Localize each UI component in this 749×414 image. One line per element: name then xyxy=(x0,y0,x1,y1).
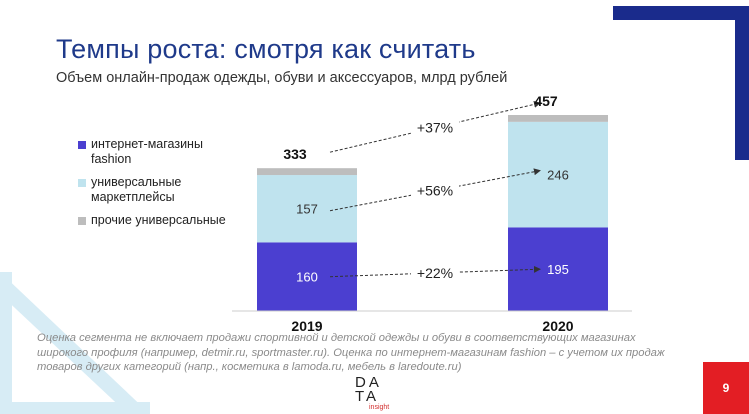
legend-label-fashion: интернет-магазины fashion xyxy=(91,137,203,166)
legend-swatch-fashion xyxy=(78,141,86,149)
bar-segment-2020-2 xyxy=(508,115,608,122)
segment-label-2020-0: 195 xyxy=(547,262,569,277)
segment-label-2019-0: 160 xyxy=(296,270,318,285)
bar-segment-2019-2 xyxy=(257,168,357,176)
growth-arrow-fashion-label: +22% xyxy=(417,265,453,281)
legend-item-fashion: интернет-магазины fashion xyxy=(78,137,231,167)
total-label-2019: 333 xyxy=(283,146,307,162)
segment-label-2020-1: 246 xyxy=(547,168,569,183)
data-insight-logo: DA TA insight xyxy=(355,374,390,411)
total-label-2020: 457 xyxy=(534,93,558,109)
legend-swatch-other xyxy=(78,217,86,225)
category-label-2020: 2020 xyxy=(542,318,573,334)
bar-segment-2020-0 xyxy=(508,227,608,311)
legend-label-other: прочие универсальные xyxy=(91,213,226,227)
footnote: Оценка сегмента не включает продажи спор… xyxy=(37,332,665,373)
legend-swatch-marketplaces xyxy=(78,179,86,187)
segment-label-2019-1: 157 xyxy=(296,202,318,217)
category-label-2019: 2019 xyxy=(291,318,322,334)
growth-arrow-fashion-label-bg xyxy=(411,261,459,282)
page-title: Темпы роста: смотря как считать xyxy=(56,34,476,64)
growth-arrow-marketplaces-label-bg xyxy=(411,179,459,200)
growth-arrow-marketplaces-label: +56% xyxy=(417,183,453,199)
legend-item-other: прочие универсальные xyxy=(78,213,231,228)
growth-arrow-total-label: +37% xyxy=(417,120,453,136)
growth-arrow-total-label-bg xyxy=(411,116,459,137)
chart-subtitle: Объем онлайн-продаж одежды, обуви и аксе… xyxy=(56,70,508,86)
legend-item-marketplaces: универсальные маркетплейсы xyxy=(78,175,231,205)
page-number-badge: 9 xyxy=(703,362,749,414)
legend-label-marketplaces: универсальные маркетплейсы xyxy=(91,175,182,204)
bar-segment-2020-1 xyxy=(508,121,608,228)
